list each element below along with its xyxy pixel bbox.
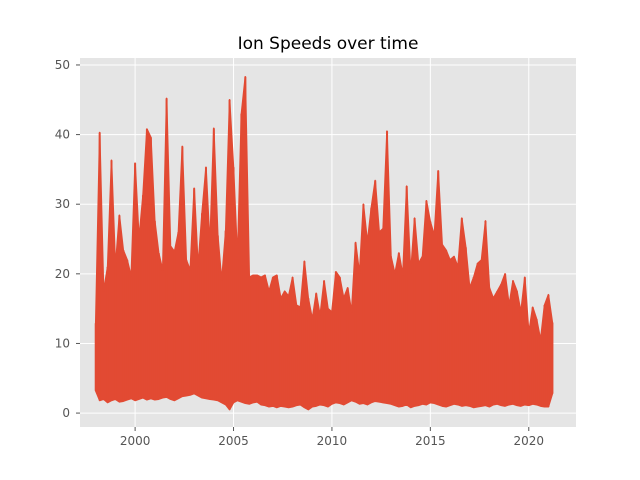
y-tick-label: 40 [55, 128, 70, 142]
x-tick-label: 2005 [218, 434, 249, 448]
y-axis: 0 10 20 30 40 50 [55, 58, 80, 420]
y-tick-label: 30 [55, 197, 70, 211]
y-tick-label: 0 [62, 406, 70, 420]
data-series [94, 76, 554, 411]
x-tick-label: 2010 [317, 434, 348, 448]
y-tick-label: 20 [55, 267, 70, 281]
x-tick-label: 2000 [120, 434, 151, 448]
y-tick-label: 50 [55, 58, 70, 72]
x-tick-label: 2020 [513, 434, 544, 448]
y-tick-label: 10 [55, 336, 70, 350]
x-tick-label: 2015 [415, 434, 446, 448]
chart-title: Ion Speeds over time [238, 34, 419, 54]
x-axis: 2000 2005 2010 2015 2020 [120, 427, 544, 448]
